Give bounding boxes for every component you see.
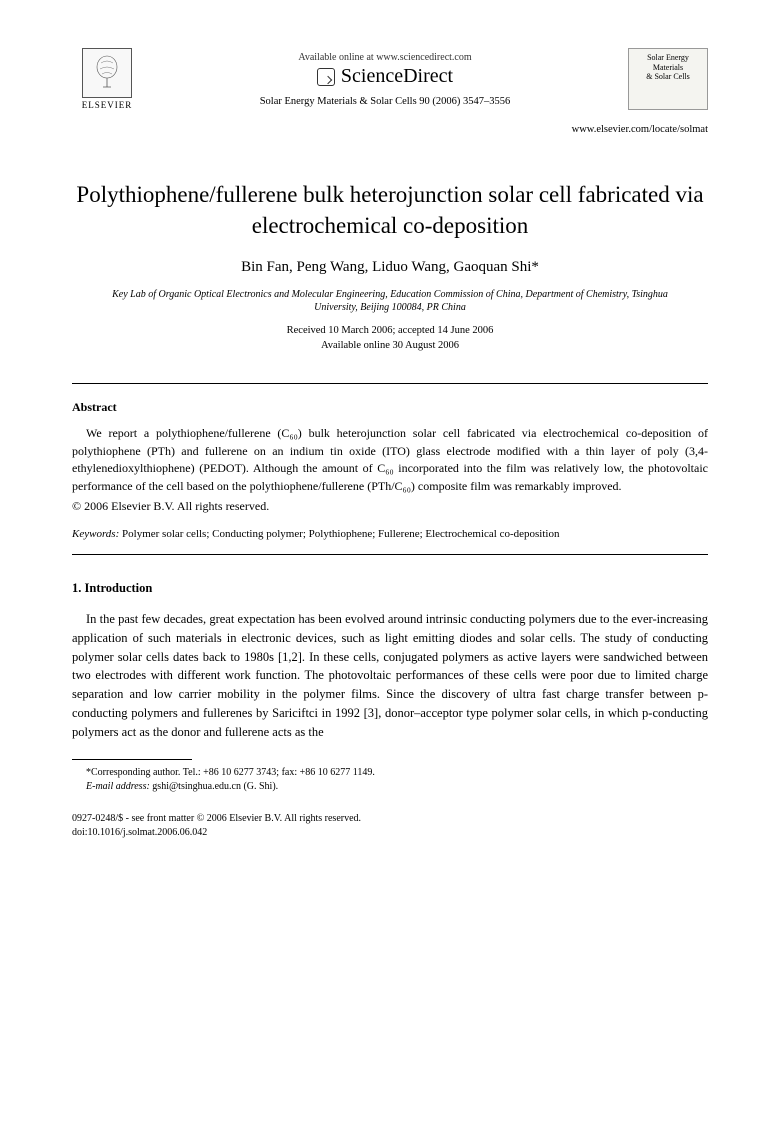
- keywords-label: Keywords:: [72, 528, 119, 540]
- email-address[interactable]: gshi@tsinghua.edu.cn (G. Shi).: [150, 781, 278, 792]
- publisher-name: ELSEVIER: [82, 100, 133, 110]
- email-footnote: E-mail address: gshi@tsinghua.edu.cn (G.…: [72, 780, 708, 794]
- received-date: Received 10 March 2006; accepted 14 June…: [72, 324, 708, 339]
- journal-url[interactable]: www.elsevier.com/locate/solmat: [72, 124, 708, 135]
- article-dates: Received 10 March 2006; accepted 14 June…: [72, 324, 708, 353]
- journal-cover-thumbnail: Solar Energy Materials & Solar Cells: [628, 48, 708, 110]
- doi-line: doi:10.1016/j.solmat.2006.06.042: [72, 826, 708, 840]
- header-center: Available online at www.sciencedirect.co…: [142, 48, 628, 107]
- page-footer: 0927-0248/$ - see front matter © 2006 El…: [72, 812, 708, 840]
- divider-bottom: [72, 554, 708, 555]
- corresponding-author-footnote: *Corresponding author. Tel.: +86 10 6277…: [72, 766, 708, 780]
- sciencedirect-text: ScienceDirect: [341, 65, 453, 88]
- elsevier-tree-icon: [82, 48, 132, 98]
- abstract-copyright: © 2006 Elsevier B.V. All rights reserved…: [72, 499, 708, 514]
- abstract-text: We report a polythiophene/fullerene (C₆₀…: [72, 425, 708, 495]
- journal-cover-title-1: Solar Energy Materials: [631, 53, 705, 72]
- article-title: Polythiophene/fullerene bulk heterojunct…: [72, 179, 708, 241]
- journal-reference: Solar Energy Materials & Solar Cells 90 …: [142, 96, 628, 107]
- available-date: Available online 30 August 2006: [72, 339, 708, 354]
- introduction-paragraph: In the past few decades, great expectati…: [72, 610, 708, 741]
- affiliation: Key Lab of Organic Optical Electronics a…: [72, 288, 708, 314]
- journal-cover-title-2: & Solar Cells: [631, 72, 705, 82]
- issn-line: 0927-0248/$ - see front matter © 2006 El…: [72, 812, 708, 826]
- available-online-text: Available online at www.sciencedirect.co…: [142, 52, 628, 63]
- introduction-heading: 1. Introduction: [72, 581, 708, 596]
- email-label: E-mail address:: [86, 781, 150, 792]
- abstract-heading: Abstract: [72, 400, 708, 415]
- sciencedirect-icon: [317, 68, 335, 86]
- divider-top: [72, 383, 708, 384]
- publisher-logo: ELSEVIER: [72, 48, 142, 110]
- keywords-line: Keywords: Polymer solar cells; Conductin…: [72, 528, 708, 540]
- header-bar: ELSEVIER Available online at www.science…: [72, 48, 708, 110]
- sciencedirect-brand: ScienceDirect: [142, 65, 628, 88]
- footnote-rule: [72, 759, 192, 760]
- keywords-text: Polymer solar cells; Conducting polymer;…: [119, 528, 559, 540]
- authors: Bin Fan, Peng Wang, Liduo Wang, Gaoquan …: [72, 259, 708, 276]
